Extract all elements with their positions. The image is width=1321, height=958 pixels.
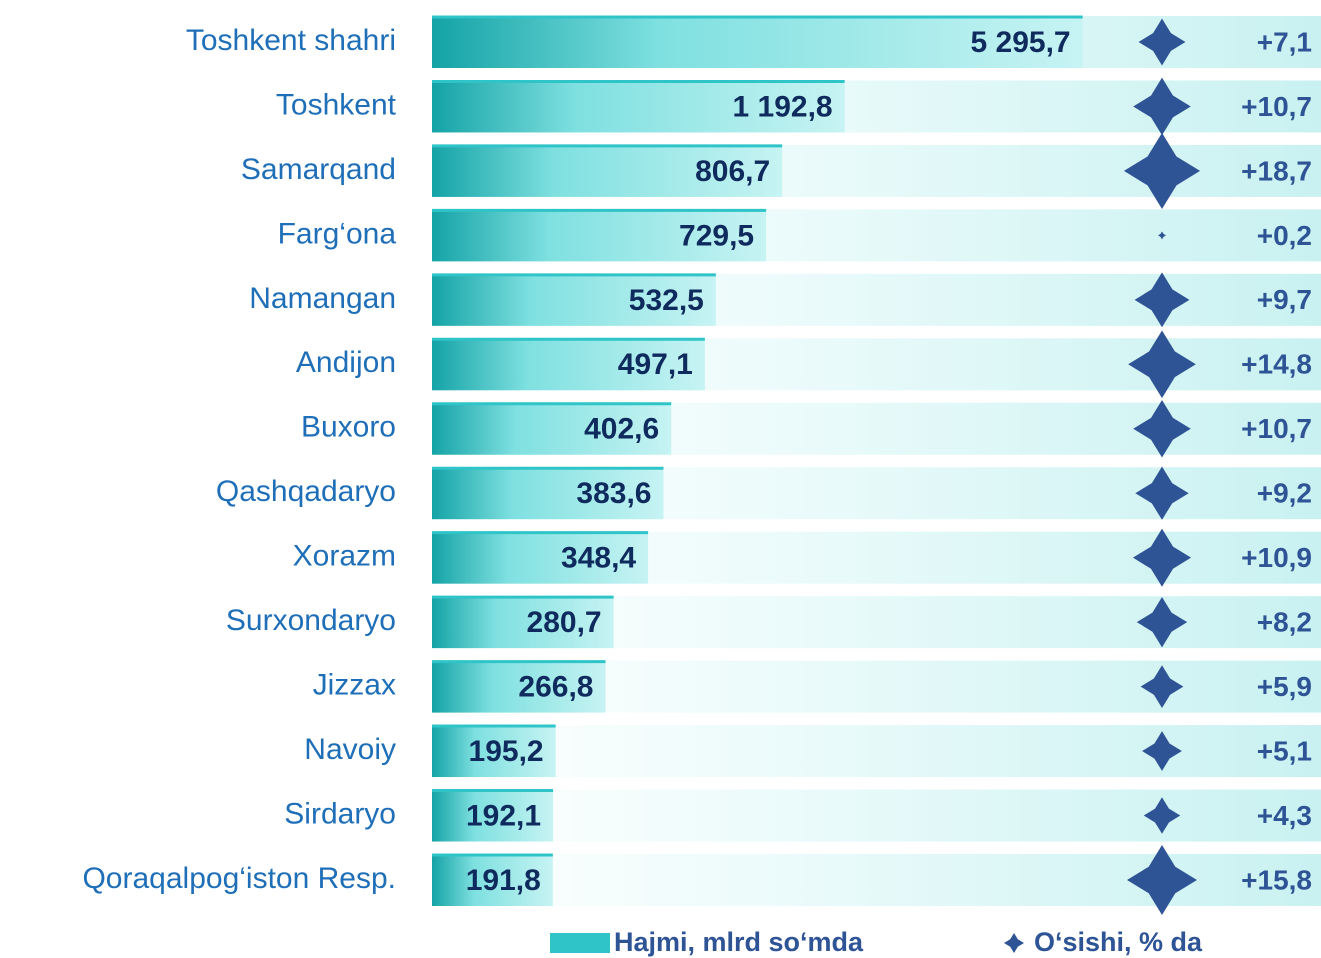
growth-label: +10,9 [1241, 542, 1312, 573]
category-label: Toshkent shahri [186, 24, 396, 57]
value-label: 5 295,7 [971, 26, 1071, 59]
legend-label: Hajmi, mlrd so‘mda [614, 927, 864, 957]
growth-marker [1134, 272, 1190, 328]
bar [432, 467, 664, 520]
bar [432, 531, 649, 584]
bar [432, 209, 767, 262]
value-label: 195,2 [469, 735, 544, 768]
category-label: Buxoro [301, 411, 396, 444]
bar [432, 273, 716, 326]
category-label: Xorazm [293, 540, 396, 573]
growth-marker [1138, 18, 1186, 66]
bar [432, 789, 554, 842]
category-label: Jizzax [313, 669, 396, 702]
growth-label: +15,8 [1241, 864, 1312, 895]
bar [432, 338, 705, 391]
legend-marker [1004, 933, 1024, 953]
growth-label: +18,7 [1241, 155, 1312, 186]
growth-marker [1142, 731, 1182, 771]
growth-marker [1127, 845, 1197, 915]
growth-label: +9,2 [1257, 478, 1312, 509]
category-label: Farg‘ona [278, 217, 397, 250]
growth-label: +5,9 [1257, 671, 1312, 702]
growth-marker [1136, 596, 1188, 648]
value-label: 280,7 [527, 606, 602, 639]
value-label: 266,8 [518, 671, 593, 704]
growth-label: +10,7 [1241, 413, 1312, 444]
value-label: 191,8 [466, 864, 541, 897]
growth-marker [1135, 466, 1189, 520]
bar [432, 144, 783, 197]
growth-marker [1143, 797, 1181, 834]
growth-marker [1158, 231, 1166, 240]
category-label: Qoraqalpog‘iston Resp. [82, 862, 396, 895]
growth-label: +10,7 [1241, 91, 1312, 122]
value-label: 192,1 [466, 799, 541, 832]
bar [432, 853, 553, 906]
value-label: 348,4 [561, 542, 636, 575]
bar [432, 402, 672, 455]
growth-marker [1140, 665, 1184, 708]
value-label: 402,6 [584, 413, 659, 446]
row-background [432, 725, 1321, 778]
category-label: Namangan [249, 282, 396, 315]
category-label: Navoiy [304, 733, 396, 766]
value-label: 729,5 [679, 219, 754, 252]
growth-marker [1128, 330, 1196, 399]
bar [432, 725, 556, 778]
value-label: 1 192,8 [733, 90, 833, 123]
bar [432, 596, 614, 649]
bar [432, 660, 606, 713]
growth-label: +8,2 [1257, 607, 1312, 638]
row-background [432, 789, 1321, 842]
value-label: 532,5 [629, 284, 704, 317]
growth-label: +4,3 [1257, 800, 1312, 831]
category-label: Andijon [296, 346, 396, 379]
growth-marker [1133, 399, 1191, 458]
value-label: 497,1 [618, 348, 693, 381]
category-label: Surxondaryo [226, 604, 396, 637]
value-label: 806,7 [695, 155, 770, 188]
growth-marker [1123, 132, 1201, 209]
growth-label: +5,1 [1257, 735, 1312, 766]
growth-label: +9,7 [1257, 284, 1312, 315]
growth-label: +7,1 [1257, 26, 1312, 57]
bar [432, 16, 1083, 68]
category-label: Samarqand [241, 153, 396, 186]
growth-label: +14,8 [1241, 349, 1312, 380]
category-label: Qashqadaryo [216, 475, 396, 508]
category-label: Toshkent [276, 88, 397, 121]
legend-swatch [550, 933, 610, 953]
legend-label: O‘sishi, % da [1034, 927, 1203, 957]
bar [432, 80, 845, 133]
growth-marker [1133, 77, 1191, 136]
value-label: 383,6 [576, 477, 651, 510]
category-label: Sirdaryo [284, 797, 396, 830]
growth-label: +0,2 [1257, 220, 1312, 251]
growth-marker [1132, 528, 1192, 587]
